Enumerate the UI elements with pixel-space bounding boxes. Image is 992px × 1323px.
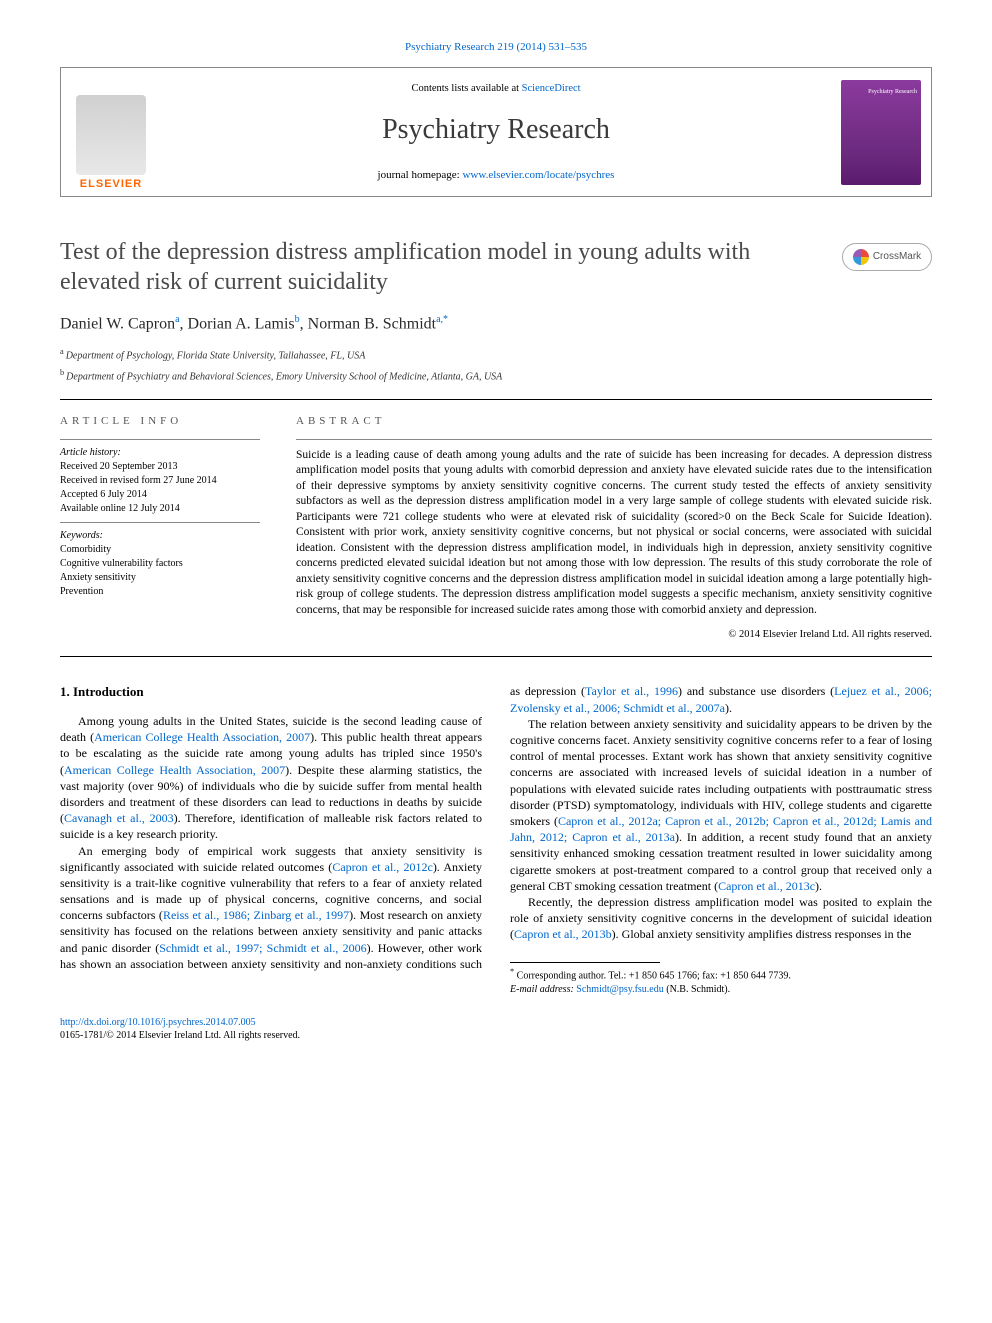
journal-title: Psychiatry Research <box>382 110 610 149</box>
keyword: Prevention <box>60 585 260 599</box>
divider <box>60 399 932 400</box>
section-heading: 1. Introduction <box>60 683 482 701</box>
article-info: ARTICLE INFO Article history: Received 2… <box>60 414 260 643</box>
footnote-separator <box>510 962 660 963</box>
header-center: Contents lists available at ScienceDirec… <box>161 68 831 196</box>
abstract: ABSTRACT Suicide is a leading cause of d… <box>296 414 932 643</box>
publisher-name: ELSEVIER <box>80 177 142 192</box>
crossmark-label: CrossMark <box>873 250 921 264</box>
copyright-line: © 2014 Elsevier Ireland Ltd. All rights … <box>296 628 932 642</box>
citation-link[interactable]: Capron et al., 2012c <box>332 860 433 874</box>
citation-link[interactable]: Capron et al., 2013b <box>514 927 612 941</box>
body-paragraph: Recently, the depression distress amplif… <box>510 894 932 943</box>
citation-link[interactable]: Cavanagh et al., 2003 <box>64 811 174 825</box>
journal-cover[interactable] <box>831 68 931 196</box>
body-paragraph: The relation between anxiety sensitivity… <box>510 716 932 894</box>
accepted-date: Accepted 6 July 2014 <box>60 488 260 502</box>
cover-thumbnail-icon <box>841 80 921 185</box>
author-list: Daniel W. Caprona, Dorian A. Lamisb, Nor… <box>60 313 932 336</box>
email-link[interactable]: Schmidt@psy.fsu.edu <box>576 984 663 995</box>
citation-link[interactable]: Capron et al., 2013c <box>718 879 815 893</box>
citation-link[interactable]: Schmidt et al., 1997; Schmidt et al., 20… <box>159 941 366 955</box>
keywords-label: Keywords: <box>60 529 260 543</box>
citation-link[interactable]: American College Health Association, 200… <box>64 763 285 777</box>
journal-header: ELSEVIER Contents lists available at Sci… <box>60 67 932 197</box>
citation-link[interactable]: Reiss et al., 1986; Zinbarg et al., 1997 <box>163 908 349 922</box>
article-body: 1. Introduction Among young adults in th… <box>60 683 932 995</box>
affiliation-a: aDepartment of Psychology, Florida State… <box>60 346 932 363</box>
issue-citation[interactable]: Psychiatry Research 219 (2014) 531–535 <box>60 40 932 55</box>
citation-link[interactable]: American College Health Association, 200… <box>94 730 310 744</box>
received-date: Received 20 September 2013 <box>60 460 260 474</box>
affiliation-b: bDepartment of Psychiatry and Behavioral… <box>60 367 932 384</box>
revised-date: Received in revised form 27 June 2014 <box>60 474 260 488</box>
homepage-link[interactable]: www.elsevier.com/locate/psychres <box>462 169 614 181</box>
keyword: Comorbidity <box>60 543 260 557</box>
doi-link[interactable]: http://dx.doi.org/10.1016/j.psychres.201… <box>60 1017 256 1028</box>
publisher-logo[interactable]: ELSEVIER <box>61 68 161 196</box>
crossmark-badge[interactable]: CrossMark <box>842 243 932 271</box>
sciencedirect-link[interactable]: ScienceDirect <box>522 83 581 94</box>
keyword: Anxiety sensitivity <box>60 571 260 585</box>
doi-block: http://dx.doi.org/10.1016/j.psychres.201… <box>60 1016 932 1042</box>
citation-link[interactable]: Taylor et al., 1996 <box>585 684 678 698</box>
contents-available: Contents lists available at ScienceDirec… <box>411 82 580 97</box>
body-paragraph: Among young adults in the United States,… <box>60 713 482 843</box>
affil-link-c[interactable]: a, <box>436 314 443 325</box>
issn-copyright: 0165-1781/© 2014 Elsevier Ireland Ltd. A… <box>60 1030 300 1041</box>
abstract-text: Suicide is a leading cause of death amon… <box>296 448 932 619</box>
keyword: Cognitive vulnerability factors <box>60 557 260 571</box>
online-date: Available online 12 July 2014 <box>60 502 260 516</box>
corresp-link[interactable]: * <box>443 314 448 325</box>
article-info-label: ARTICLE INFO <box>60 414 260 429</box>
crossmark-icon <box>853 249 869 265</box>
elsevier-tree-icon <box>76 95 146 175</box>
abstract-label: ABSTRACT <box>296 414 932 429</box>
article-title: Test of the depression distress amplific… <box>60 237 822 297</box>
corresponding-author-footnote: * Corresponding author. Tel.: +1 850 645… <box>510 967 932 995</box>
history-label: Article history: <box>60 446 260 460</box>
divider <box>60 656 932 657</box>
journal-homepage: journal homepage: www.elsevier.com/locat… <box>378 168 615 183</box>
